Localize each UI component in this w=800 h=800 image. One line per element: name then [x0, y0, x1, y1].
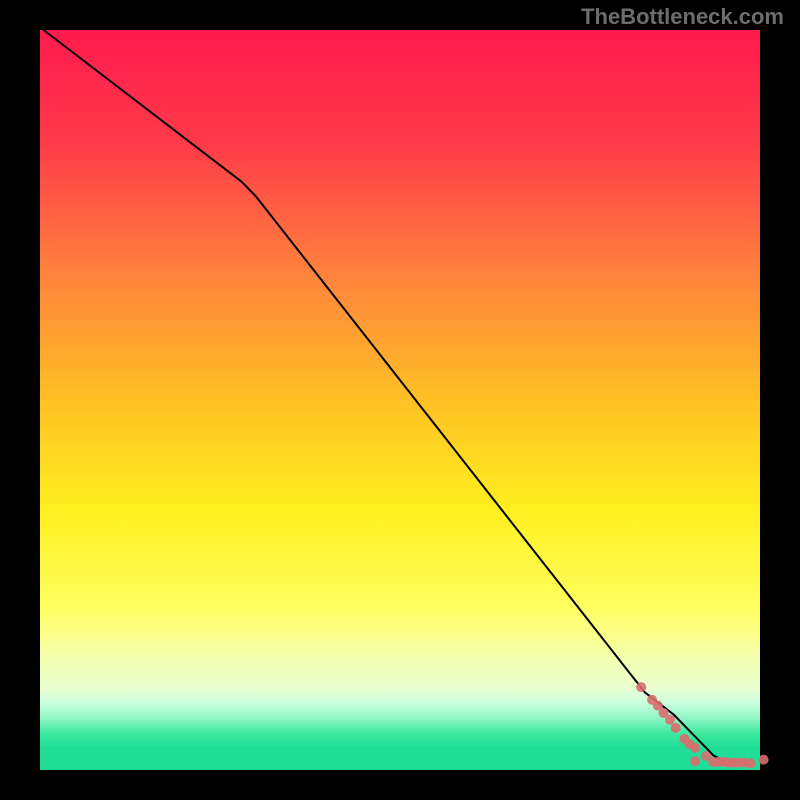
chart-container: TheBottleneck.com: [0, 0, 800, 800]
watermark-text: TheBottleneck.com: [581, 4, 784, 30]
scatter-point: [759, 755, 769, 765]
chart-background: [40, 30, 760, 770]
